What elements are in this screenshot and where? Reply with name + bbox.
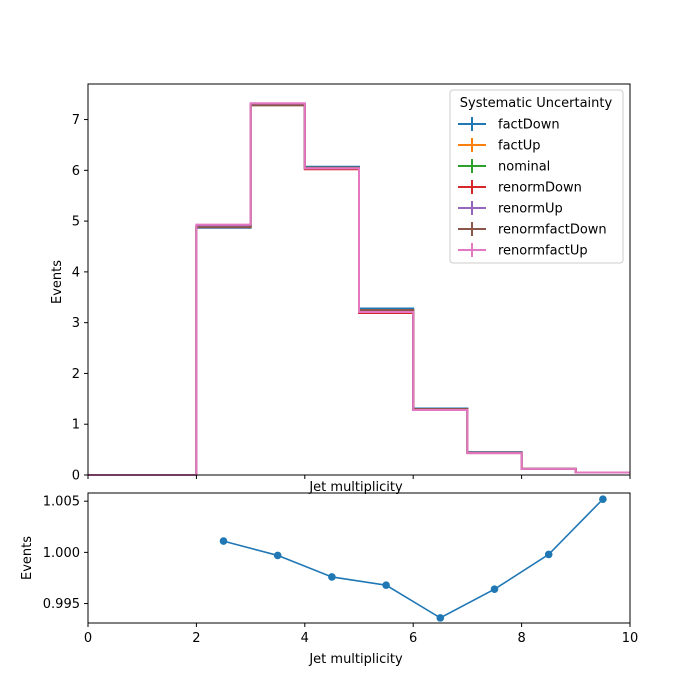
legend-title: Systematic Uncertainty	[460, 96, 613, 111]
ratio-series	[219, 495, 607, 622]
y-tick-label: 1.005	[43, 495, 80, 510]
y-tick-label: 7	[72, 113, 80, 128]
y-tick-label: 1	[72, 418, 80, 433]
ratio-point	[544, 550, 553, 559]
main-y-ticks: 0 1 2 3 4 5 6 7	[72, 113, 88, 484]
legend-label: factUp	[498, 139, 541, 154]
x-tick-label: 8	[517, 631, 525, 646]
legend-frame	[449, 89, 624, 264]
main-histogram-panel: 0 1 2 3 4 5 6 7 Jet multiplicity Events Systema…	[50, 83, 631, 495]
legend-entry-renormfactDown: renormfactDown	[458, 222, 607, 238]
ratio-point	[273, 551, 282, 560]
x-tick-label: 2	[192, 631, 200, 646]
y-tick-label: 0	[72, 469, 80, 484]
legend-label: renormfactDown	[498, 223, 607, 238]
x-tick-label: 6	[409, 631, 417, 646]
ratio-point	[382, 581, 390, 589]
ratio-point	[219, 537, 228, 545]
legend-entry-factUp: factUp	[458, 138, 541, 154]
legend-label: renormUp	[498, 202, 563, 217]
y-tick-label: 5	[72, 215, 80, 230]
y-tick-label: 6	[72, 164, 80, 179]
legend: Systematic Uncertainty factDown factUp nom…	[449, 89, 624, 264]
x-tick-label: 0	[84, 631, 92, 646]
legend-entry-renormfactUp: renormfactUp	[458, 243, 588, 259]
ratio-line	[223, 498, 604, 619]
legend-label: factDown	[498, 118, 560, 133]
x-tick-label: 4	[301, 631, 309, 646]
y-tick-label: 3	[72, 316, 80, 331]
legend-entries: factDown factUp nominal renormDown renormUp r…	[458, 117, 607, 259]
main-y-axis-title: Events	[50, 260, 65, 304]
legend-label: renormDown	[498, 181, 582, 196]
ratio-point	[490, 585, 499, 594]
legend-label: renormfactUp	[498, 244, 588, 259]
ratio-x-ticks: 0 2 4 6 8 10	[84, 623, 638, 646]
legend-entry-factDown: factDown	[458, 117, 560, 133]
series-renormfactUp	[88, 102, 630, 476]
x-tick-label: 10	[622, 631, 639, 646]
ratio-plot-frame	[87, 492, 631, 624]
y-tick-label: 2	[72, 367, 80, 382]
ratio-series-group	[219, 495, 607, 622]
histogram-series-group	[88, 102, 630, 476]
main-plot-frame	[87, 83, 631, 476]
legend-label: nominal	[498, 160, 550, 175]
main-x-ticks	[87, 475, 631, 479]
y-tick-label: 1.000	[43, 546, 80, 561]
legend-entry-renormUp: renormUp	[458, 201, 563, 217]
legend-entry-nominal: nominal	[458, 159, 550, 175]
ratio-point	[328, 573, 336, 581]
ratio-y-axis-title: Events	[20, 536, 35, 580]
ratio-y-ticks: 0.995 1.000 1.005	[43, 495, 88, 612]
y-tick-label: 0.995	[43, 597, 80, 612]
main-x-axis-title: Jet multiplicity	[308, 480, 403, 495]
ratio-point	[436, 614, 445, 622]
legend-entry-renormDown: renormDown	[458, 180, 582, 196]
y-tick-label: 4	[72, 265, 80, 280]
ratio-point	[599, 495, 607, 503]
ratio-x-axis-title: Jet multiplicity	[308, 652, 403, 667]
step-line-renormfactUp	[88, 102, 630, 476]
ratio-panel: 0 2 4 6 8 10 0.995 1.000 1.005 Jet multiplicity…	[20, 492, 638, 667]
